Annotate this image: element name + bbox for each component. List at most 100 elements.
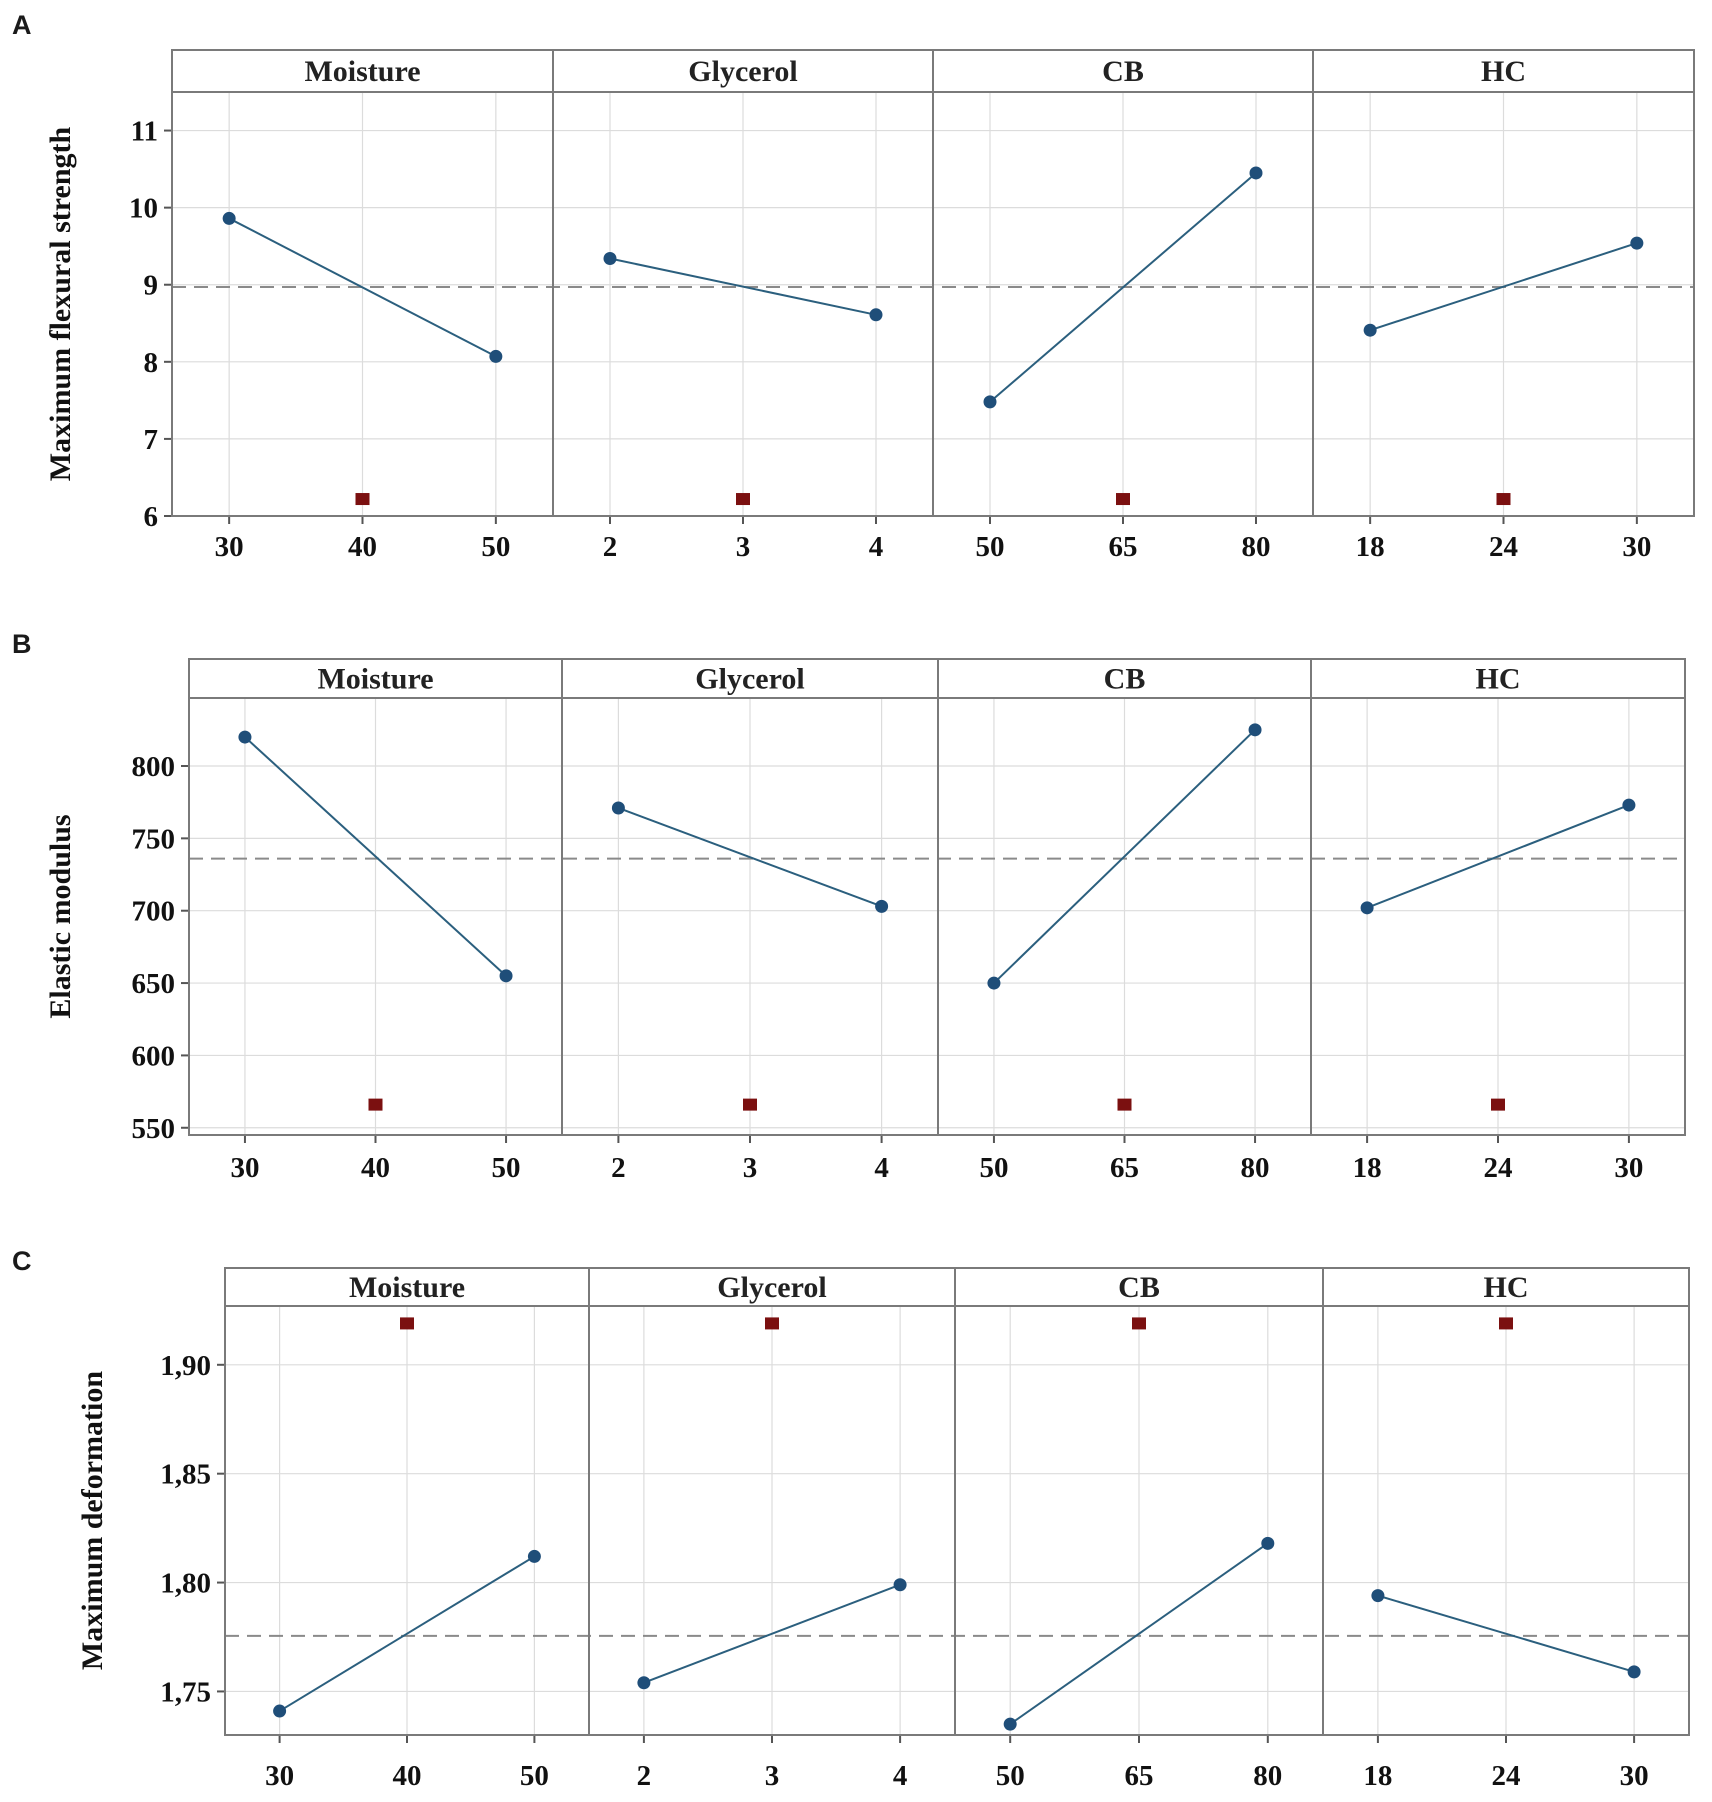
center-point-marker bbox=[743, 1098, 757, 1111]
facet-hc: 18 24 30 HC bbox=[1310, 658, 1686, 1184]
center-point-marker bbox=[1132, 1317, 1146, 1330]
effect-line-hc bbox=[1377, 1594, 1635, 1673]
facet-label: HC bbox=[1484, 1271, 1529, 1304]
effect-line-cb bbox=[1009, 1542, 1269, 1725]
y-tick-label: 8 bbox=[144, 347, 159, 379]
effect-point-high bbox=[875, 899, 889, 913]
x-tick-label: 3 bbox=[736, 531, 751, 563]
panel-letter: B bbox=[12, 629, 32, 659]
effect-line-moisture bbox=[244, 736, 507, 977]
effect-line-cb bbox=[993, 729, 1256, 984]
facet-strip bbox=[1322, 1267, 1690, 1307]
x-tick-label: 30 bbox=[1614, 1152, 1643, 1184]
effect-line-moisture bbox=[279, 1555, 535, 1712]
effect-line-hc bbox=[1366, 804, 1630, 909]
facet-cb: 50 65 80 CB bbox=[954, 1267, 1324, 1792]
effect-point-low bbox=[603, 252, 617, 266]
plot-frame bbox=[188, 658, 1686, 1136]
center-point-marker bbox=[400, 1317, 414, 1330]
facet-label: HC bbox=[1476, 663, 1521, 696]
effect-point-low bbox=[1371, 1589, 1385, 1603]
y-tick-label: 1,90 bbox=[160, 1350, 211, 1382]
x-tick-label: 18 bbox=[1356, 531, 1385, 563]
facet-label: CB bbox=[1118, 1271, 1160, 1304]
x-tick-label: 3 bbox=[743, 1152, 758, 1184]
effect-point-high bbox=[1248, 723, 1262, 737]
effect-point-low bbox=[1363, 323, 1377, 337]
facet-hc: 18 24 30 HC bbox=[1322, 1267, 1690, 1792]
x-tick-label: 4 bbox=[874, 1152, 889, 1184]
plot-frame bbox=[224, 1267, 1690, 1736]
facet-label: Glycerol bbox=[695, 663, 804, 696]
x-tick-label: 65 bbox=[1110, 1152, 1139, 1184]
panel-b: B Elastic modulus 550 600 650 700 750 800 30 40 50… bbox=[12, 629, 1686, 1184]
effect-point-low bbox=[637, 1676, 651, 1690]
effect-point-high bbox=[527, 1549, 541, 1563]
x-tick-label: 24 bbox=[1489, 531, 1518, 563]
x-tick-label: 24 bbox=[1484, 1152, 1513, 1184]
effect-point-low bbox=[222, 211, 236, 225]
x-tick-label: 18 bbox=[1353, 1152, 1382, 1184]
facet-moisture: 30 40 50 Moisture bbox=[224, 1267, 590, 1792]
effect-line-moisture bbox=[228, 217, 497, 358]
effect-point-low bbox=[273, 1704, 287, 1718]
y-axis-label: Elastic modulus bbox=[44, 814, 77, 1018]
facet-label: Glycerol bbox=[688, 55, 797, 88]
plot-frame bbox=[171, 49, 1695, 517]
y-tick-label: 650 bbox=[132, 968, 176, 1000]
x-tick-label: 30 bbox=[265, 1760, 294, 1792]
facet-strip bbox=[932, 49, 1314, 93]
facet-label: CB bbox=[1102, 55, 1144, 88]
x-tick-label: 40 bbox=[361, 1152, 390, 1184]
y-tick-label: 750 bbox=[132, 823, 176, 855]
effect-point-low bbox=[238, 730, 252, 744]
x-tick-label: 40 bbox=[393, 1760, 422, 1792]
effect-line-hc bbox=[1369, 242, 1638, 332]
effect-point-high bbox=[1622, 798, 1636, 812]
y-tick-label: 600 bbox=[132, 1040, 176, 1072]
x-tick-label: 50 bbox=[520, 1760, 549, 1792]
effect-point-low bbox=[611, 801, 625, 815]
y-tick-label: 7 bbox=[144, 424, 159, 456]
facet-strip bbox=[188, 658, 563, 699]
facet-strip bbox=[937, 658, 1312, 699]
facet-label: Moisture bbox=[317, 663, 433, 696]
effect-point-low bbox=[983, 395, 997, 409]
center-point-marker bbox=[765, 1317, 779, 1330]
facet-strip bbox=[552, 49, 934, 93]
panel-c: C Maximum deformation 1,75 1,80 1,85 1,90 30 40… bbox=[12, 1246, 1690, 1792]
x-tick-label: 50 bbox=[976, 531, 1005, 563]
effect-point-low bbox=[1003, 1717, 1017, 1731]
y-tick-label: 11 bbox=[131, 116, 158, 148]
facet-cb: 50 65 80 CB bbox=[932, 49, 1314, 563]
effect-point-high bbox=[869, 308, 883, 322]
effect-point-high bbox=[489, 349, 503, 363]
facet-label: Moisture bbox=[349, 1271, 465, 1304]
x-tick-label: 4 bbox=[869, 531, 884, 563]
x-tick-label: 50 bbox=[481, 531, 510, 563]
x-tick-label: 80 bbox=[1253, 1760, 1282, 1792]
x-tick-label: 30 bbox=[215, 531, 244, 563]
x-tick-label: 50 bbox=[492, 1152, 521, 1184]
x-tick-label: 65 bbox=[1109, 531, 1138, 563]
effect-point-high bbox=[893, 1578, 907, 1592]
y-tick-label: 6 bbox=[144, 501, 159, 533]
x-tick-label: 50 bbox=[996, 1760, 1025, 1792]
facet-moisture: 30 40 50 Moisture bbox=[171, 49, 554, 563]
y-tick-label: 700 bbox=[132, 896, 176, 928]
effect-line-glycerol bbox=[643, 1583, 901, 1684]
y-tick-label: 9 bbox=[144, 270, 159, 302]
effect-point-high bbox=[1630, 236, 1644, 250]
center-point-marker bbox=[368, 1098, 383, 1111]
effect-line-glycerol bbox=[618, 807, 882, 908]
panel-letter: C bbox=[12, 1246, 32, 1276]
facet-hc: 18 24 30 HC bbox=[1312, 49, 1695, 563]
effect-point-low bbox=[1360, 901, 1374, 915]
effect-point-high bbox=[1249, 166, 1263, 180]
facet-glycerol: 2 3 4 Glycerol bbox=[552, 49, 934, 563]
panel-letter: A bbox=[12, 10, 32, 40]
facet-label: Glycerol bbox=[717, 1271, 826, 1304]
y-tick-label: 800 bbox=[132, 751, 176, 783]
effect-line-glycerol bbox=[609, 257, 877, 316]
